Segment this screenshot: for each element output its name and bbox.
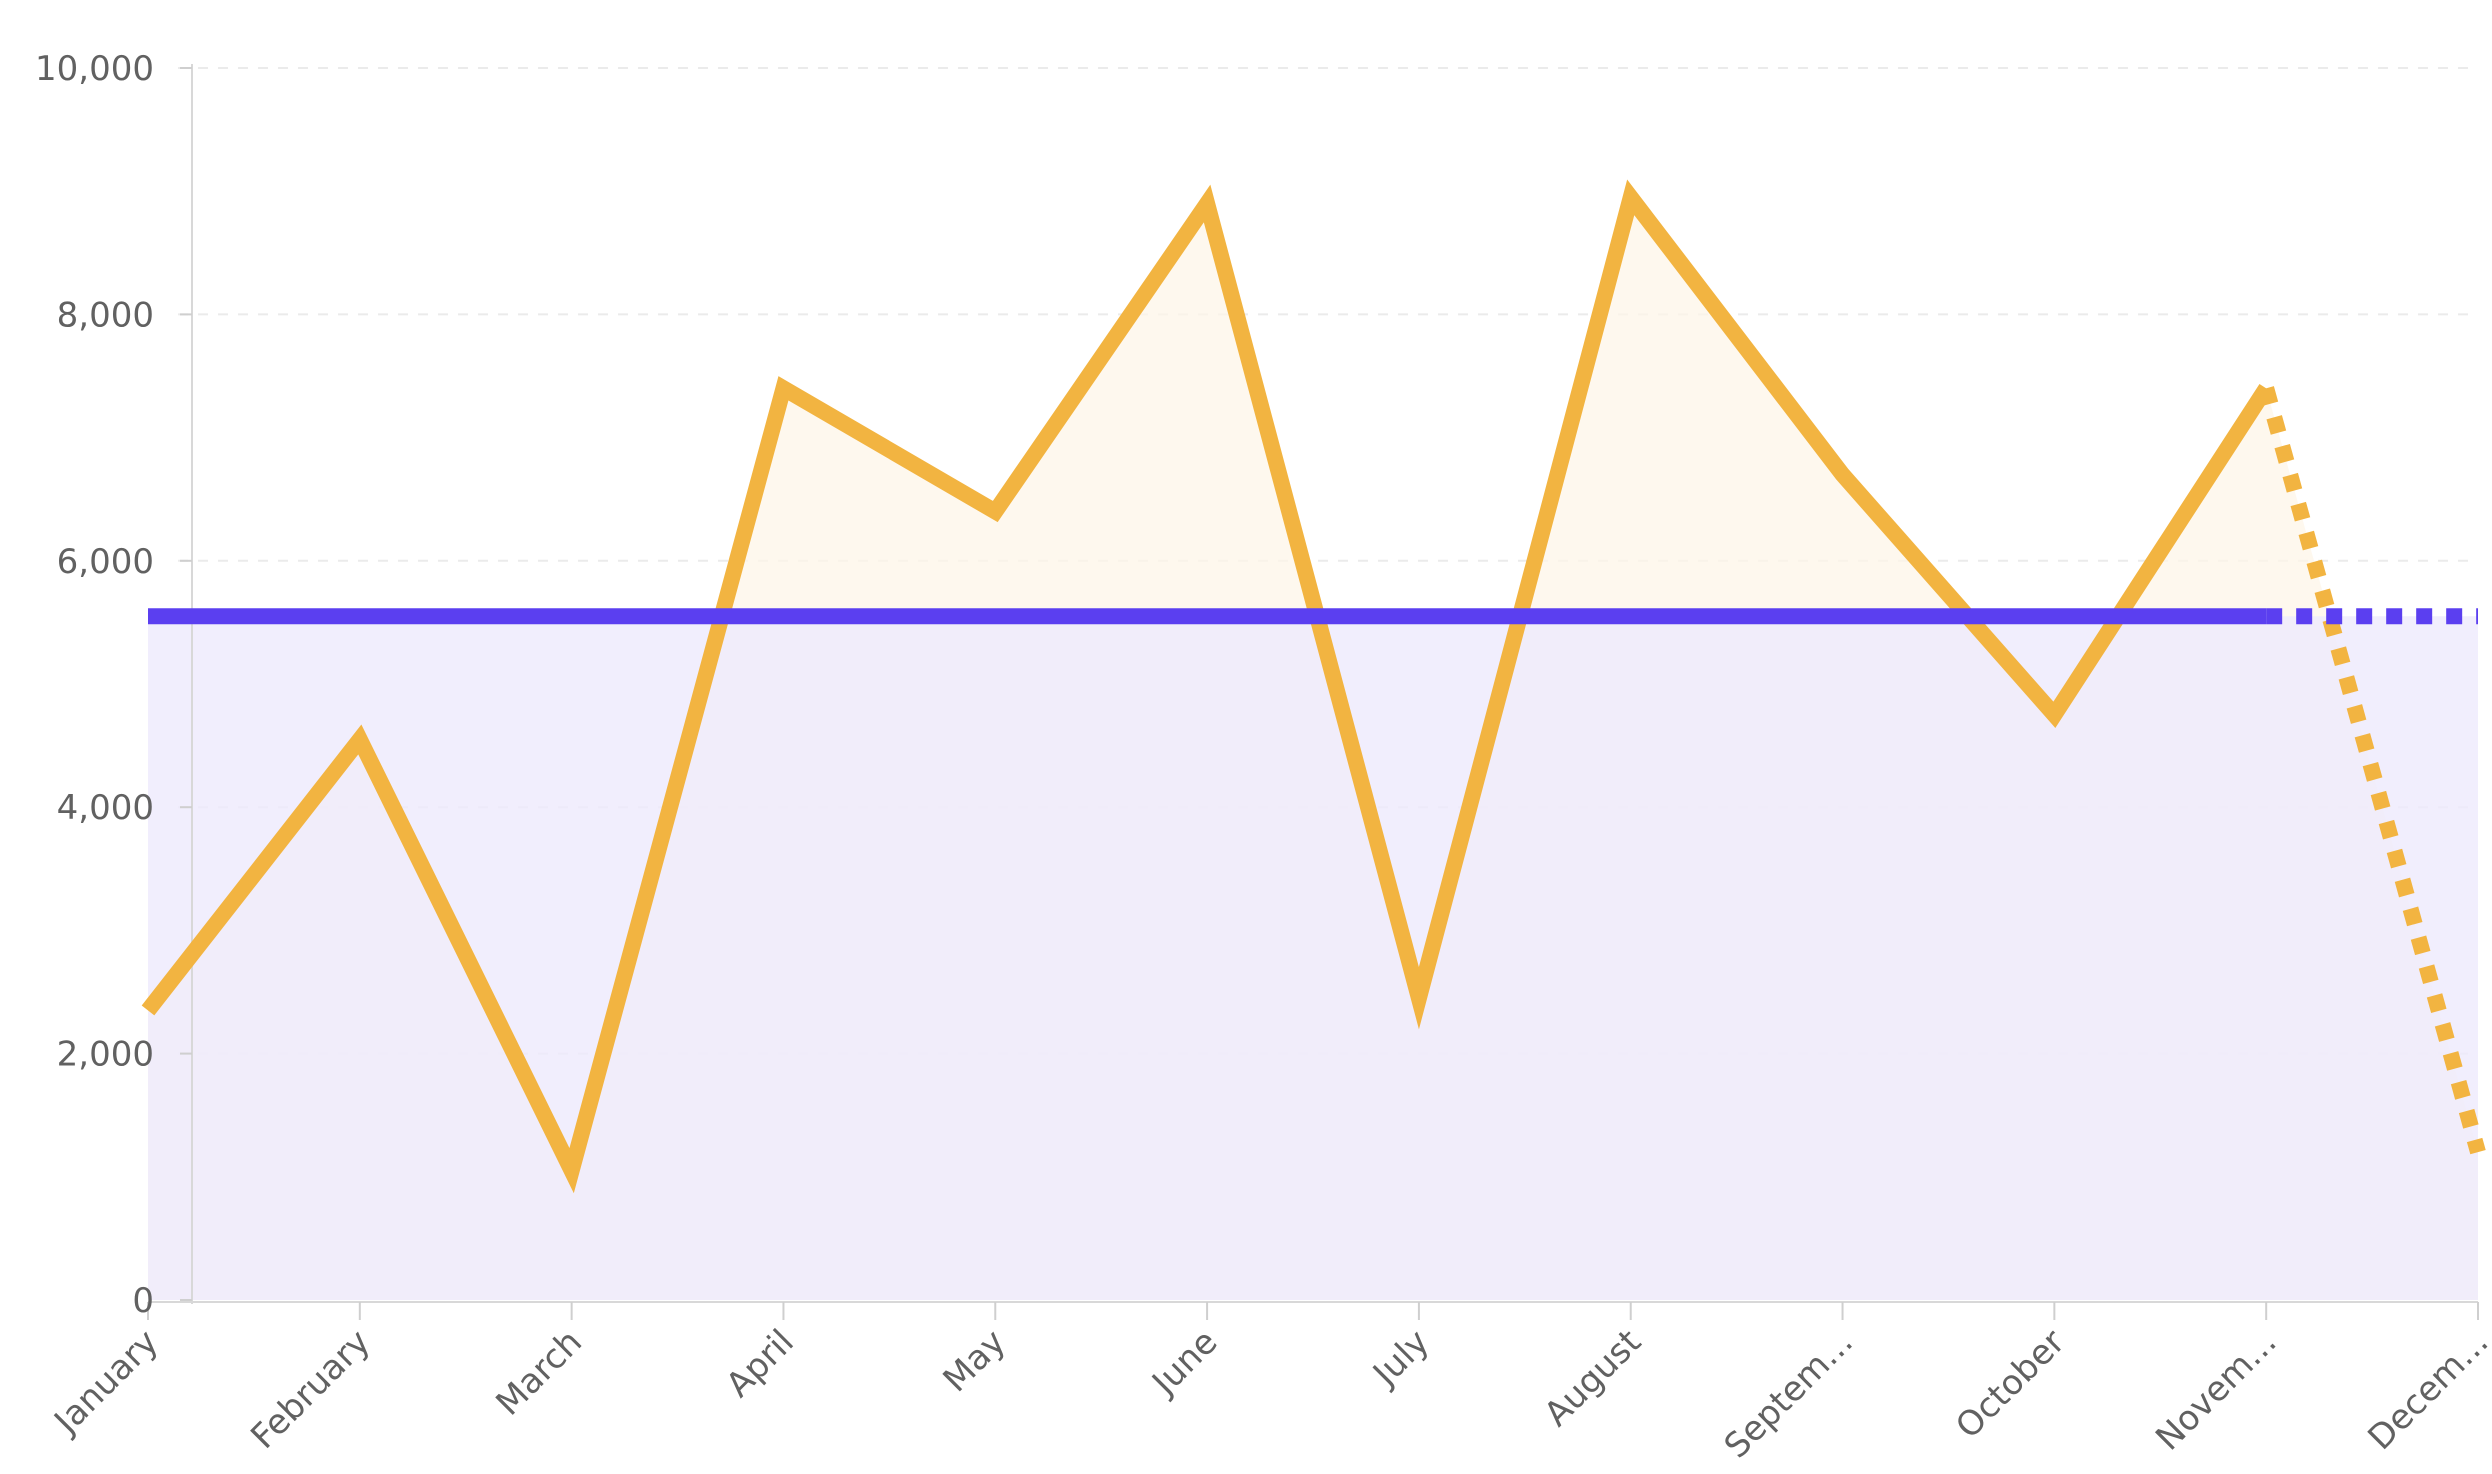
area-fill-layer: [148, 197, 2478, 1301]
x-tick-label: June: [1143, 1322, 1225, 1404]
y-tick-label: 6,000: [57, 542, 154, 582]
x-tick-label: October: [1948, 1322, 2073, 1447]
series-area-fill: [148, 616, 2478, 1300]
x-tick-label: Novem...: [2148, 1322, 2284, 1458]
x-tick-labels: January February March April May June July Augu…: [46, 1322, 2492, 1466]
y-tick-label: 2,000: [57, 1035, 154, 1075]
x-tick-label: July: [1364, 1322, 1437, 1395]
series-line: [141, 179, 2273, 1194]
x-tick-label: Septem...: [1717, 1322, 1861, 1466]
x-tick-label: April: [719, 1322, 802, 1405]
y-tick-label: 0: [132, 1281, 154, 1321]
y-tick-label: 10,000: [35, 49, 154, 89]
axis-layer: [147, 64, 2479, 1320]
series-line-layer: [141, 179, 2486, 1194]
x-tick-label: March: [488, 1322, 590, 1424]
y-tick-label: 8,000: [57, 295, 154, 335]
x-tick-label: August: [1537, 1322, 1649, 1434]
x-tick-label: January: [46, 1322, 167, 1443]
y-tick-label: 4,000: [57, 788, 154, 828]
x-tick-label: Decem...: [2360, 1322, 2492, 1458]
x-tick-label: May: [936, 1322, 1014, 1400]
x-tick-label: February: [243, 1322, 378, 1457]
series-line-dashed: [2258, 386, 2486, 1155]
y-tick-labels: 0 2,000 4,000 6,000 8,000 10,000: [35, 49, 154, 1321]
